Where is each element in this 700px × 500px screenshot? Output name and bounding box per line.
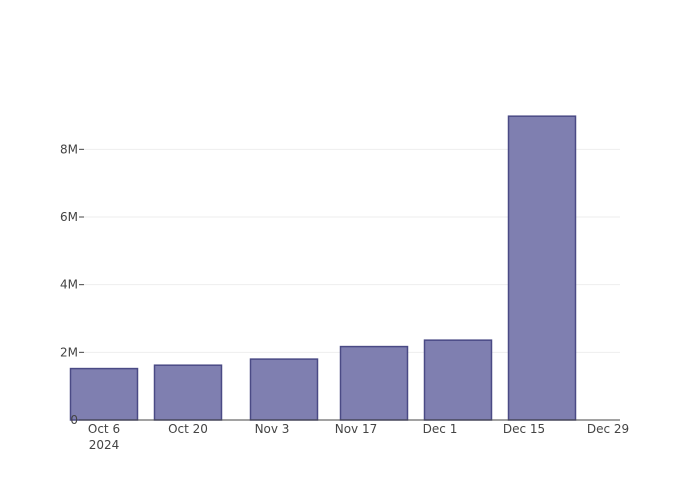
- y-tick-labels: 0 2M 4M 6M 8M: [60, 142, 78, 427]
- bar-2024-10-06: [69, 367, 139, 421]
- x-tick-label: Dec 15: [503, 422, 545, 436]
- bar-2024-11-05: [249, 358, 319, 421]
- x-tick-labels: Oct 6 2024 Oct 20 Nov 3 Nov 17 Dec 1 Dec 15 Dec…: [88, 422, 629, 452]
- x-tick-label: Nov 17: [335, 422, 378, 436]
- x-tick-sublabel: 2024: [89, 438, 120, 452]
- y-tick-label: 0: [70, 413, 78, 427]
- y-tick-label: 8M: [60, 142, 78, 156]
- x-tick-label: Nov 3: [255, 422, 290, 436]
- bar-2024-10-20: [153, 364, 223, 421]
- x-tick-label: Dec 1: [423, 422, 458, 436]
- bar-2024-12-18: [507, 115, 577, 421]
- axes: [79, 148, 620, 421]
- bar-2024-11-20: [339, 345, 409, 421]
- y-tick-label: 2M: [60, 345, 78, 359]
- y-tick-label: 6M: [60, 210, 78, 224]
- x-tick-label: Oct 20: [168, 422, 208, 436]
- y-tick-label: 4M: [60, 278, 78, 292]
- bars: [69, 115, 577, 421]
- x-tick-label: Dec 29: [587, 422, 629, 436]
- bar-2024-12-04: [423, 339, 493, 421]
- x-tick-label: Oct 6: [88, 422, 120, 436]
